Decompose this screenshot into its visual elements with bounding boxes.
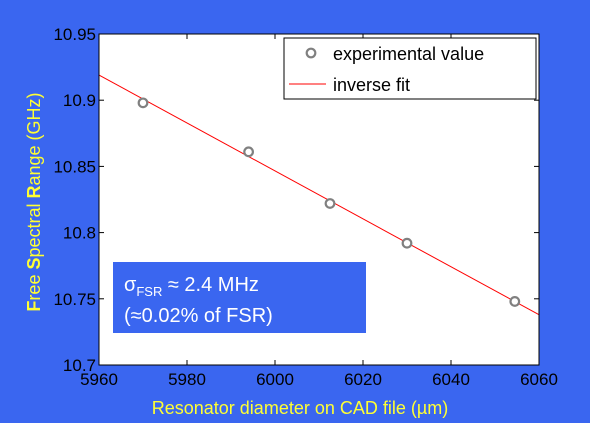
annotation-box	[113, 262, 366, 333]
data-point-2	[243, 146, 255, 158]
series-inverse-fit-line	[98, 74, 540, 316]
plot-frame	[98, 33, 540, 366]
y-axis-label-part-2: ree	[24, 270, 44, 301]
y-tick-label: 10.7	[63, 356, 96, 375]
tick-layer: 5960 5980 6000 6020 6040 6060 10.7 10.75 10.8 10.…	[53, 25, 557, 389]
sigma-subscript: FSR	[136, 284, 162, 299]
annotation: σFSR ≈ 2.4 MHz (≈0.02% of FSR)	[113, 262, 366, 333]
y-tick-label: 10.75	[53, 290, 96, 309]
legend-box	[283, 37, 537, 100]
x-tick-label: 6060	[520, 370, 558, 389]
x-tick-label: 5960	[80, 370, 118, 389]
y-axis-label-part-3: S	[24, 258, 44, 270]
data-point-4	[401, 237, 413, 249]
y-tick-label: 10.9	[63, 91, 96, 110]
y-tick-label: 10.95	[53, 25, 96, 44]
y-axis-label-part-1: F	[24, 301, 44, 312]
x-tick-label: 5980	[168, 370, 206, 389]
annotation-line-2: (≈0.02% of FSR)	[124, 305, 273, 327]
legend-marker-experimental	[305, 47, 317, 59]
marker-layer	[137, 97, 521, 307]
x-tick-label: 6040	[432, 370, 470, 389]
legend: experimental value inverse fit	[283, 37, 537, 100]
data-point-3	[324, 198, 336, 209]
x-tick-label: 6020	[344, 370, 382, 389]
y-axis-label: Free Spectral Range (GHz)	[24, 92, 44, 311]
y-tick-label: 10.85	[53, 157, 96, 176]
annotation-line-1: σFSR ≈ 2.4 MHz	[124, 274, 259, 299]
y-tick-label: 10.8	[63, 224, 96, 243]
fit-line-layer	[98, 74, 540, 316]
y-axis-label-part-6: ange (GHz)	[24, 92, 44, 185]
sigma-value: ≈ 2.4 MHz	[162, 274, 259, 296]
x-axis-label: Resonator diameter on CAD file (µm)	[152, 398, 448, 418]
y-axis-label-part-5: R	[24, 185, 44, 198]
legend-label-inverse-fit: inverse fit	[333, 75, 410, 95]
data-point-5	[509, 296, 521, 307]
legend-label-experimental: experimental value	[333, 44, 484, 64]
y-axis-label-part-4: pectral	[24, 198, 44, 257]
sigma-symbol: σ	[124, 274, 137, 296]
x-tick-label: 6000	[256, 370, 294, 389]
data-point-1	[137, 97, 149, 109]
